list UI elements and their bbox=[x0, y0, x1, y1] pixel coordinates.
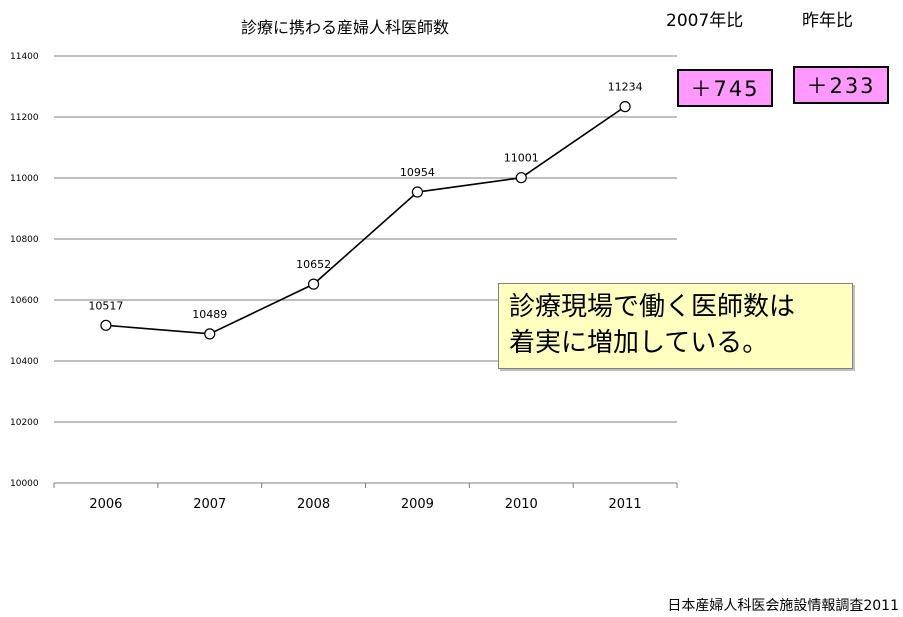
y-axis-labels: 10000 10200 10400 10600 10800 11000 11200 11400 bbox=[10, 52, 39, 489]
data-point bbox=[100, 319, 112, 331]
x-tick-label: 2011 bbox=[609, 497, 642, 512]
data-label: 11001 bbox=[504, 152, 539, 165]
y-tick-label: 10400 bbox=[10, 357, 39, 367]
data-points bbox=[100, 101, 631, 340]
y-tick-label: 11400 bbox=[10, 52, 39, 62]
data-point bbox=[204, 328, 216, 340]
callout-line-1: 診療現場で働く医師数は bbox=[509, 292, 796, 322]
x-tick-label: 2008 bbox=[297, 497, 330, 512]
data-label: 10652 bbox=[296, 258, 331, 271]
chart-title: 診療に携わる産婦人科医師数 bbox=[241, 18, 449, 37]
y-tick-label: 10000 bbox=[10, 479, 39, 489]
data-point bbox=[307, 278, 320, 290]
data-point bbox=[411, 186, 424, 198]
data-point bbox=[515, 172, 527, 184]
y-tick-label: 10200 bbox=[10, 418, 39, 428]
x-tick-label: 2010 bbox=[505, 497, 538, 512]
source-note: 日本産婦人科医会施設情報調査2011 bbox=[667, 598, 899, 614]
year-over-year-badge: ＋233 bbox=[793, 66, 889, 104]
series-line bbox=[105, 105, 626, 335]
data-label: 10517 bbox=[88, 299, 123, 312]
year-over-year-label: 昨年比 bbox=[802, 11, 853, 31]
y-tick-label: 10600 bbox=[10, 296, 39, 306]
x-tick-label: 2007 bbox=[193, 497, 226, 512]
x-tick-label: 2009 bbox=[401, 497, 434, 512]
data-label: 10489 bbox=[192, 308, 227, 321]
since-2007-label: 2007年比 bbox=[666, 11, 744, 31]
axes bbox=[53, 482, 678, 488]
data-point bbox=[619, 101, 631, 113]
callout-line-2: 着実に増加している。 bbox=[509, 328, 769, 358]
y-tick-label: 11200 bbox=[10, 113, 39, 123]
series-polyline bbox=[105, 105, 626, 335]
y-tick-label: 10800 bbox=[10, 235, 39, 245]
since-2007-badge: ＋745 bbox=[677, 69, 773, 107]
data-labels: 10517 10489 10652 10954 11001 11234 bbox=[88, 81, 642, 321]
x-tick-label: 2006 bbox=[89, 497, 122, 512]
x-axis-labels: 2006 2007 2008 2009 2010 2011 bbox=[89, 497, 641, 512]
data-label: 10954 bbox=[400, 166, 435, 179]
callout-box: 診療現場で働く医師数は 着実に増加している。 bbox=[498, 283, 853, 369]
data-label: 11234 bbox=[608, 81, 643, 94]
y-tick-label: 11000 bbox=[10, 174, 39, 184]
